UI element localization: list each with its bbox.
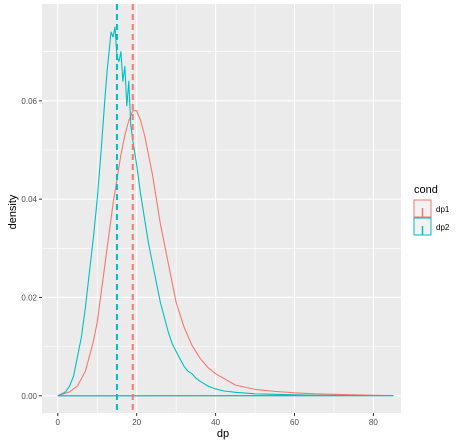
legend-item-dp2: dp2 (413, 217, 450, 236)
density-line-dp1 (57, 110, 394, 397)
x-tick-label: 80 (369, 418, 378, 427)
y-tick-label: 0.06 (21, 97, 37, 106)
y-axis-title: density (7, 194, 19, 229)
y-tick-label: 0.00 (21, 392, 37, 401)
x-tick-label: 0 (56, 418, 61, 427)
x-tick-label: 60 (290, 418, 299, 427)
y-tick-label: 0.02 (21, 293, 37, 302)
mean-lines (115, 4, 134, 413)
x-tick-label: 40 (211, 418, 220, 427)
x-tick-label: 20 (132, 418, 141, 427)
legend-label-dp2: dp2 (436, 223, 450, 232)
legend-title: cond (414, 184, 438, 196)
y-axis-ticks: 0.00 0.02 0.04 0.06 (21, 97, 42, 401)
legend: cond dp1 dp2 (413, 184, 450, 236)
legend-label-dp1: dp1 (436, 205, 450, 214)
x-axis-title: dp (217, 428, 229, 440)
minor-gridlines (42, 4, 401, 413)
legend-item-dp1: dp1 (413, 199, 450, 218)
series-layer (57, 26, 394, 397)
y-tick-label: 0.04 (21, 195, 37, 204)
plot-panel (42, 4, 401, 413)
density-line-dp2 (57, 26, 394, 397)
x-axis-ticks: 0 20 40 60 80 (56, 413, 378, 427)
